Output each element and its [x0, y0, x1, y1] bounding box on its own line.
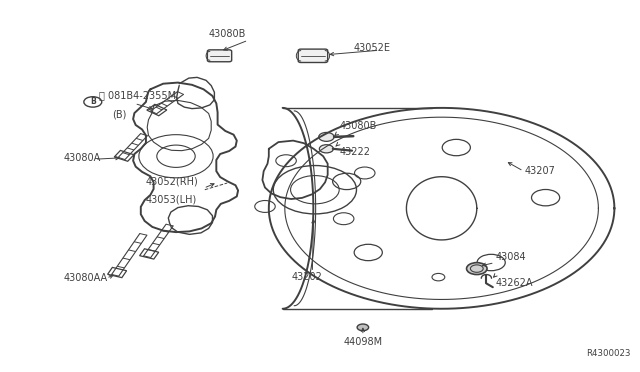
Text: Ⓑ 081B4-2355M: Ⓑ 081B4-2355M — [99, 90, 177, 100]
Polygon shape — [140, 249, 159, 259]
Circle shape — [319, 145, 333, 153]
Circle shape — [467, 263, 487, 275]
Text: 43052E: 43052E — [353, 44, 390, 53]
Text: 43053(LH): 43053(LH) — [146, 195, 197, 205]
Text: 43080AA: 43080AA — [64, 273, 108, 283]
Circle shape — [357, 324, 369, 331]
Text: 44098M: 44098M — [343, 337, 383, 347]
Text: 43080B: 43080B — [209, 29, 246, 39]
Text: R4300023: R4300023 — [586, 349, 630, 358]
Text: 43080B: 43080B — [339, 121, 376, 131]
Text: 43262A: 43262A — [496, 278, 534, 288]
Text: (B): (B) — [112, 110, 126, 120]
Text: 43052(RH): 43052(RH) — [146, 176, 198, 186]
FancyBboxPatch shape — [207, 50, 232, 62]
Text: 43222: 43222 — [339, 147, 370, 157]
Polygon shape — [108, 267, 127, 278]
Circle shape — [319, 132, 334, 141]
Text: 43207: 43207 — [525, 166, 556, 176]
Text: 43202: 43202 — [291, 272, 322, 282]
FancyBboxPatch shape — [298, 49, 328, 62]
Circle shape — [84, 97, 102, 107]
Polygon shape — [115, 150, 134, 161]
Polygon shape — [147, 104, 167, 116]
Text: 43084: 43084 — [496, 252, 527, 262]
Text: B: B — [90, 97, 95, 106]
Text: 43080A: 43080A — [64, 153, 101, 163]
